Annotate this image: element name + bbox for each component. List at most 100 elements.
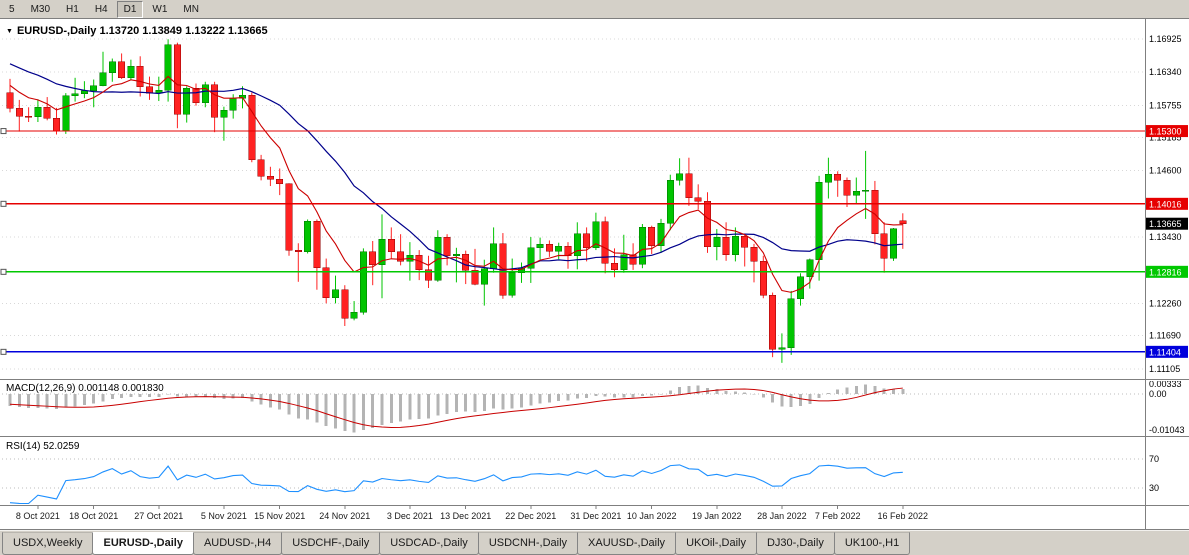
line-anchor-handle[interactable] [0, 128, 7, 135]
macd-bar [482, 393, 486, 411]
macd-bar [733, 391, 737, 394]
chart-tab-uk100-h1[interactable]: UK100-,H1 [833, 532, 911, 555]
macd-bar [399, 393, 403, 422]
timeframe-button-w1[interactable]: W1 [152, 3, 168, 15]
macd-bar [668, 390, 672, 394]
time-axis: 8 Oct 2021 18 Oct 2021 27 Oct 2021 5 Nov 20… [16, 505, 928, 521]
timeframe-button-5[interactable]: 5 [9, 3, 15, 15]
candle [341, 289, 349, 319]
macd-bar [594, 393, 598, 397]
candle [629, 254, 637, 265]
price-axis-label: 1.14600 [1149, 166, 1182, 176]
candle [638, 227, 646, 265]
macd-bar [845, 387, 849, 394]
macd-bar [864, 384, 868, 394]
line-anchor-handle[interactable] [0, 268, 7, 275]
candle [462, 253, 470, 271]
macd-bar [836, 389, 840, 394]
candle [118, 61, 126, 79]
macd-bar [389, 393, 393, 423]
candle [220, 109, 228, 118]
macd-bar [901, 389, 905, 394]
price-axis-label: 1.11105 [1149, 364, 1180, 374]
macd-bar [8, 393, 12, 407]
macd-bar [287, 393, 291, 415]
candle [378, 239, 386, 266]
candle [369, 251, 377, 266]
macd-bar [110, 393, 114, 400]
macd-bar [315, 393, 319, 423]
candle [555, 245, 563, 252]
macd-bar [371, 393, 375, 429]
chart-tab-ukoil-daily[interactable]: UKOil-,Daily [675, 532, 757, 555]
candle [787, 298, 795, 348]
macd-axis-label: 0.00 [1149, 389, 1167, 399]
macd-axis-label: -0.01043 [1149, 425, 1185, 435]
candle [601, 221, 609, 264]
timeframe-button-mn[interactable]: MN [183, 3, 199, 15]
ma-fast-line [9, 75, 903, 293]
line-anchor-handle[interactable] [0, 200, 7, 207]
macd-bar [185, 393, 189, 397]
macd-bar [445, 393, 449, 414]
candle [276, 178, 284, 185]
chart-tab-usdcnh-daily[interactable]: USDCNH-,Daily [477, 532, 579, 555]
timeframe-button-m30[interactable]: M30 [30, 3, 51, 15]
candle [359, 251, 367, 313]
macd-bar [380, 393, 384, 426]
chart-tab-audusd-h4[interactable]: AUDUSD-,H4 [192, 532, 283, 555]
candle [229, 97, 237, 111]
candle [25, 116, 33, 118]
candle [397, 251, 405, 262]
chart-area[interactable]: 1.16925 1.16340 1.15755 1.15185 1.14600 1.134… [0, 18, 1189, 530]
candle [192, 87, 200, 103]
macd-bar [352, 393, 356, 433]
macd-bar [436, 393, 440, 416]
hline-price-label: 1.15300 [1149, 127, 1182, 137]
candle [53, 117, 60, 132]
line-anchor-handle[interactable] [0, 348, 7, 355]
candle [257, 159, 265, 177]
price-axis-label: 1.13430 [1149, 232, 1182, 242]
candle [6, 92, 14, 109]
candle [99, 72, 107, 86]
candle [536, 244, 544, 249]
macd-bar [82, 393, 86, 405]
timeframe-button-h1[interactable]: H1 [66, 3, 79, 15]
timeframe-button-d1[interactable]: D1 [116, 0, 144, 18]
macd-bar [175, 393, 179, 397]
chart-tab-xauusd-daily[interactable]: XAUUSD-,Daily [577, 532, 677, 555]
macd-bar [464, 393, 468, 412]
price-axis: 1.16925 1.16340 1.15755 1.15185 1.14600 1.134… [2, 34, 1182, 374]
chart-tab-dj30-daily[interactable]: DJ30-,Daily [755, 532, 835, 555]
macd-bar [687, 386, 691, 394]
macd-bar [780, 393, 784, 407]
candle [657, 223, 665, 246]
price-axis-label: 1.12260 [1149, 298, 1182, 308]
macd-bar [148, 393, 151, 398]
candle [806, 259, 814, 277]
candle [769, 295, 777, 350]
chart-tab-usdchf-daily[interactable]: USDCHF-,Daily [281, 532, 381, 555]
chart-tab-eurusd-daily[interactable]: EURUSD-,Daily [92, 532, 194, 555]
candle [62, 95, 70, 132]
time-axis-label: 13 Dec 2021 [440, 511, 491, 521]
macd-bar [650, 393, 654, 396]
candle [425, 269, 432, 281]
chart-canvas[interactable]: 1.16925 1.16340 1.15755 1.15185 1.14600 1.134… [0, 18, 1189, 530]
time-axis-label: 8 Oct 2021 [16, 511, 60, 521]
time-axis-label: 19 Jan 2022 [692, 511, 742, 521]
candle [285, 183, 293, 251]
macd-signal-line [9, 387, 903, 428]
hline-price-label-box [1146, 197, 1188, 210]
candle [824, 173, 832, 183]
candle [313, 220, 321, 268]
timeframe-button-h4[interactable]: H4 [94, 3, 108, 15]
candle [164, 44, 172, 91]
chart-tab-usdcad-daily[interactable]: USDCAD-,Daily [379, 532, 479, 555]
macd-bar [138, 393, 142, 397]
chart-tab-usdx-weekly[interactable]: USDX,Weekly [2, 532, 94, 555]
candle [80, 90, 88, 94]
macd-bar [194, 393, 198, 398]
hline-price-label-box [1146, 125, 1188, 138]
